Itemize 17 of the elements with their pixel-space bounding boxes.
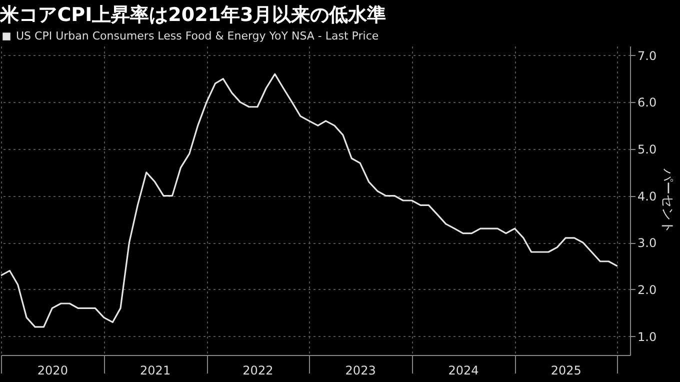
line-series [0,73,618,328]
x-tick-label: 2023 [345,364,376,378]
legend-label: US CPI Urban Consumers Less Food & Energy YoY NSA - Last Price [16,30,379,42]
y-tick-label: 6.0 [638,96,657,110]
x-tick-label: 2020 [37,364,68,378]
y-tick-label: 7.0 [638,48,657,63]
y-tick-label: 4.0 [638,189,657,204]
y-tick-label: 3.0 [638,236,657,250]
chart-title: 米コアCPI上昇率は2021年3月以来の低水準 [0,4,386,26]
y-tick-label: 2.0 [638,282,657,297]
y-tick-label: 1.0 [638,330,657,344]
x-tick-label: 2021 [140,364,171,378]
x-tick-label: 2025 [550,364,582,378]
y-tick-label: 5.0 [638,142,657,156]
y-axis-title: パーセント [660,168,675,234]
x-tick-label: 2024 [448,364,479,378]
x-tick-label: 2022 [242,364,274,378]
